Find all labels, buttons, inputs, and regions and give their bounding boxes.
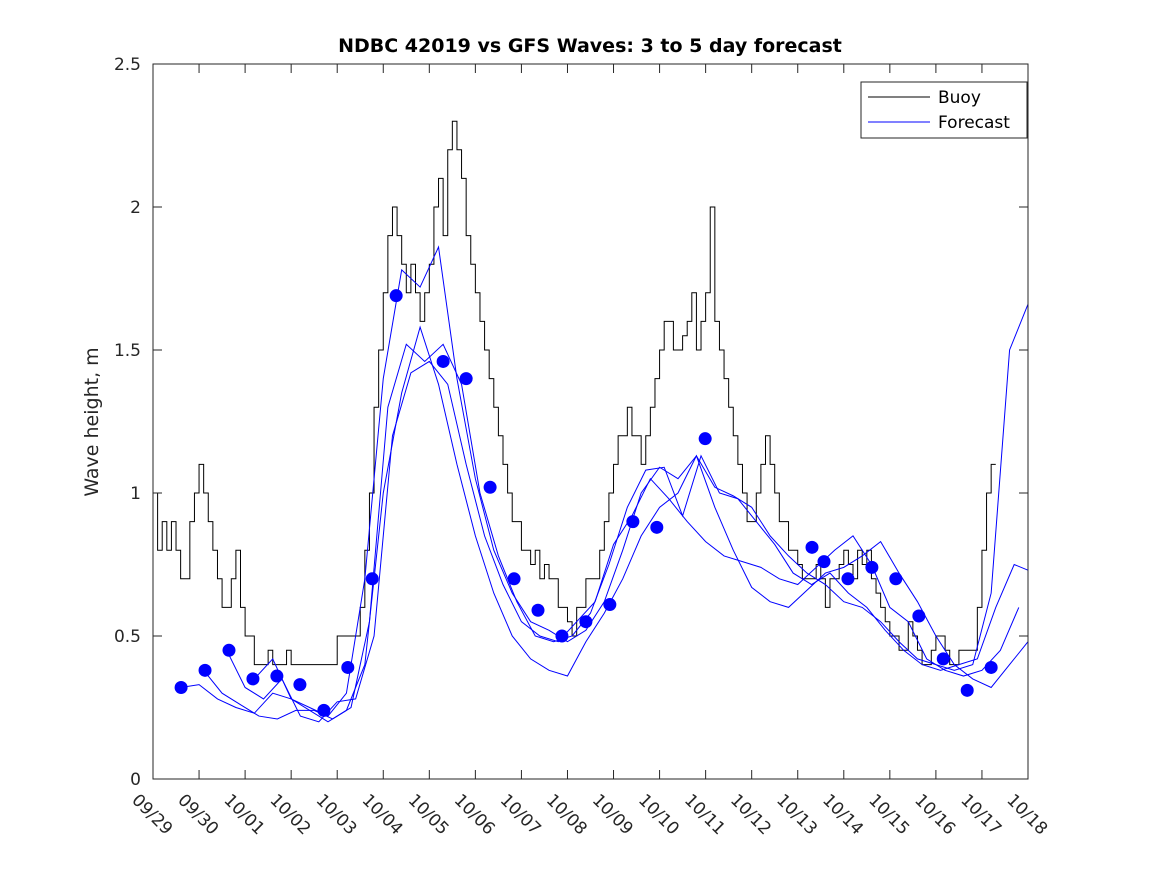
plot-area bbox=[153, 64, 1028, 779]
chart-title: NDBC 42019 vs GFS Waves: 3 to 5 day fore… bbox=[338, 35, 842, 57]
forecast-point bbox=[365, 572, 379, 586]
forecast-point bbox=[222, 643, 236, 657]
forecast-point bbox=[436, 354, 450, 368]
forecast-point bbox=[459, 372, 473, 386]
forecast-point bbox=[865, 560, 879, 574]
forecast-point bbox=[960, 683, 974, 697]
forecast-point bbox=[174, 680, 188, 694]
legend-label-buoy: Buoy bbox=[938, 88, 981, 108]
y-tick-label: 2.5 bbox=[114, 55, 141, 75]
forecast-point bbox=[650, 520, 664, 534]
axes-box bbox=[152, 63, 1029, 780]
forecast-point bbox=[936, 652, 950, 666]
legend-box bbox=[860, 81, 1028, 139]
forecast-point bbox=[912, 609, 926, 623]
forecast-point bbox=[317, 703, 331, 717]
forecast-point bbox=[389, 289, 403, 303]
forecast-point bbox=[198, 663, 212, 677]
forecast-point bbox=[889, 572, 903, 586]
forecast-point bbox=[293, 678, 307, 692]
forecast-point bbox=[805, 540, 819, 554]
legend-label-forecast: Forecast bbox=[938, 113, 1010, 133]
y-tick-label: 1 bbox=[130, 484, 141, 504]
forecast-point bbox=[246, 672, 260, 686]
y-tick-label: 2 bbox=[130, 198, 141, 218]
forecast-point bbox=[531, 603, 545, 617]
buoy-line bbox=[153, 120, 996, 666]
forecast-point bbox=[984, 660, 998, 674]
y-ticks: 0 0.5 1 1.5 2 2.5 bbox=[114, 55, 1028, 790]
forecast-point bbox=[603, 598, 617, 612]
forecast-line bbox=[253, 325, 1029, 723]
forecast-point bbox=[483, 480, 497, 494]
y-tick-label: 1.5 bbox=[114, 341, 141, 361]
series-layer bbox=[153, 120, 1029, 723]
forecast-point bbox=[626, 515, 640, 529]
forecast-point bbox=[817, 555, 831, 569]
forecast-point bbox=[579, 615, 593, 629]
legend: Buoy Forecast bbox=[860, 81, 1028, 139]
forecast-point bbox=[841, 572, 855, 586]
forecast-point bbox=[270, 669, 284, 683]
y-tick-label: 0.5 bbox=[114, 627, 141, 647]
y-tick-label: 0 bbox=[130, 770, 141, 790]
forecast-point bbox=[555, 629, 569, 643]
forecast-point bbox=[698, 432, 712, 446]
forecast-point bbox=[507, 572, 521, 586]
forecast-line bbox=[226, 360, 1020, 723]
y-axis-label: Wave height, m bbox=[81, 347, 103, 496]
forecast-point bbox=[341, 660, 355, 674]
